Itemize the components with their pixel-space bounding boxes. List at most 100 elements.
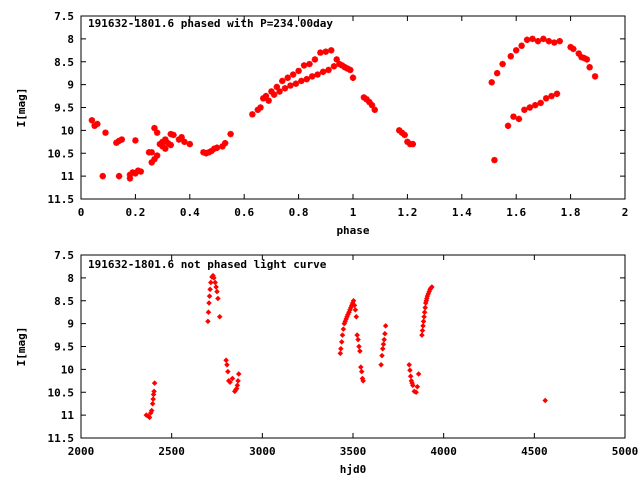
unphased-y-tick-label: 11.5	[48, 432, 75, 445]
unphased-data-point	[206, 293, 213, 299]
phased-data-point	[360, 94, 368, 101]
phased-data-point	[488, 79, 495, 86]
unphased-data-point	[378, 362, 384, 368]
phased-data-point	[314, 71, 321, 78]
phased-data-point	[88, 117, 96, 124]
phased-data-point	[295, 67, 302, 75]
unphased-data-point	[407, 367, 413, 374]
phased-data-point	[132, 137, 139, 144]
phased-data-point	[126, 171, 134, 178]
phased-data-point	[493, 69, 501, 77]
unphased-data-point	[410, 382, 416, 389]
unphased-y-tick-label: 9.5	[54, 341, 74, 354]
phased-data-point	[219, 143, 226, 150]
phased-data-point	[126, 175, 134, 182]
unphased-data-point	[229, 375, 236, 382]
phased-data-point	[132, 170, 139, 177]
unphased-data-point	[214, 288, 220, 295]
phased-y-tick-label: 8.5	[54, 56, 74, 69]
phased-data-point	[317, 49, 324, 56]
phased-data-point	[545, 37, 553, 45]
phased-data-point	[363, 96, 370, 103]
phased-data-point	[153, 152, 161, 159]
phased-data-point	[137, 168, 145, 175]
unphased-data-point	[360, 378, 366, 384]
unphased-x-axis-label: hjd0	[340, 463, 367, 476]
phased-data-point	[162, 145, 169, 152]
unphased-y-tick-label: 10.5	[48, 386, 75, 399]
unphased-data-point	[419, 327, 426, 334]
unphased-data-point	[235, 371, 242, 377]
phased-y-tick-label: 9	[67, 79, 74, 92]
phased-data-point	[526, 104, 533, 111]
phased-plot-title: 191632-1801.6 phased with P=234.00day	[88, 17, 333, 30]
phased-light-curve-plot: 0 0.2 0.4 0.6 0.8 1 1.2 1.4 1.6 1.8 2 7.5 8 8.5 9 9.5 10…	[15, 10, 628, 237]
unphased-data-point	[205, 309, 212, 315]
phased-data-point	[287, 82, 294, 89]
phased-data-point	[570, 45, 577, 53]
unphased-data-point	[339, 332, 346, 338]
unphased-data-point	[233, 385, 240, 392]
unphased-y-axis-label: I[mag]	[15, 327, 28, 367]
unphased-x-tick-label: 2500	[158, 445, 185, 458]
phased-data-point	[151, 124, 158, 132]
unphased-data-point	[216, 313, 223, 320]
phased-data-point	[586, 64, 593, 71]
phased-data-point	[309, 73, 316, 80]
phased-data-point	[404, 138, 411, 146]
phased-data-point	[178, 134, 185, 141]
phased-data-point	[156, 140, 164, 148]
phased-data-point	[279, 77, 286, 85]
unphased-data-point	[420, 323, 426, 329]
phased-data-point	[513, 47, 520, 54]
unphased-data-point	[357, 348, 363, 354]
phased-data-point	[532, 102, 539, 109]
phased-data-point	[523, 36, 531, 43]
phased-data-point	[148, 149, 155, 156]
phased-data-point	[167, 141, 174, 149]
phased-data-point	[276, 88, 283, 95]
phased-data-point	[273, 83, 281, 91]
phased-data-point	[102, 129, 109, 136]
phased-x-tick-label: 1	[350, 206, 357, 219]
unphased-data-point	[150, 391, 157, 398]
phased-x-tick-label: 0.6	[234, 206, 254, 219]
unphased-data-point	[211, 275, 217, 281]
phased-data-point	[181, 138, 188, 146]
phased-data-point	[265, 97, 272, 104]
phased-data-point	[575, 50, 582, 57]
unphased-data-point	[215, 295, 221, 302]
phased-data-point	[567, 43, 574, 51]
phased-data-point	[148, 159, 155, 166]
unphased-x-tick-label: 2000	[68, 445, 95, 458]
phased-data-point	[556, 37, 563, 45]
unphased-data-point	[421, 309, 428, 315]
phased-data-point	[398, 129, 406, 136]
phased-data-point	[347, 66, 354, 74]
phased-data-point	[91, 122, 98, 129]
phased-data-point	[401, 131, 408, 139]
phased-y-tick-label: 8	[67, 33, 74, 46]
phased-data-point	[371, 106, 378, 113]
phased-y-tick-label: 11.5	[48, 193, 75, 206]
unphased-y-tick-label: 8.5	[54, 295, 74, 308]
unphased-plot-frame	[80, 254, 626, 439]
phased-data-point	[325, 66, 332, 74]
phased-x-tick-label: 0.8	[289, 206, 309, 219]
phased-data-point	[115, 172, 123, 180]
phased-data-point	[113, 139, 120, 146]
phased-y-tick-label: 10.5	[48, 147, 75, 160]
unphased-data-point	[150, 396, 156, 402]
unphased-data-point	[419, 332, 425, 338]
phased-data-point	[409, 140, 417, 148]
phased-y-tick-label: 7.5	[54, 10, 74, 23]
phased-data-point	[170, 131, 177, 139]
phased-data-point	[491, 156, 498, 164]
phased-data-point	[227, 130, 234, 138]
unphased-data-point	[421, 313, 427, 320]
phased-x-axis-label: phase	[336, 224, 369, 237]
phased-data-point	[507, 53, 514, 60]
phased-data-point	[534, 37, 542, 45]
unphased-x-tick-label: 3000	[249, 445, 276, 458]
unphased-data-point	[352, 307, 359, 313]
